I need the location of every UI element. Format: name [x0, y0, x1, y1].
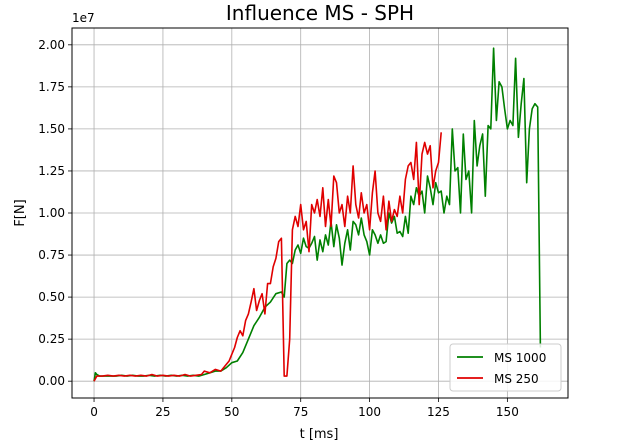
y-axis-offset-label: 1e7 — [72, 11, 95, 25]
y-tick-label: 1.25 — [38, 164, 65, 178]
legend-box — [449, 343, 562, 392]
x-tick-label: 125 — [427, 405, 450, 419]
y-tick-label: 0.00 — [38, 374, 65, 388]
x-tick-label: 100 — [358, 405, 381, 419]
y-tick-label: 1.75 — [38, 80, 65, 94]
y-tick-label: 0.75 — [38, 248, 65, 262]
legend: MS 1000 MS 250 — [449, 343, 562, 392]
x-tick-label: 75 — [293, 405, 308, 419]
x-tick-label: 150 — [496, 405, 519, 419]
y-axis-label: F[N] — [13, 199, 28, 226]
series-layer — [93, 47, 542, 382]
chart-title: Influence MS - SPH — [226, 1, 414, 25]
series-line-ms-1000 — [93, 47, 542, 382]
y-tick-label: 2.00 — [38, 38, 65, 52]
x-tick-label: 0 — [90, 405, 98, 419]
y-tick-label: 1.00 — [38, 206, 65, 220]
x-axis-label: t [ms] — [300, 427, 339, 442]
series-line-ms-250 — [93, 132, 442, 382]
y-tick-label: 0.50 — [38, 290, 65, 304]
x-tick-label: 25 — [155, 405, 170, 419]
grid-lines — [72, 28, 568, 398]
legend-label: MS 1000 — [494, 351, 546, 365]
y-tick-label: 0.25 — [38, 332, 65, 346]
legend-label: MS 250 — [494, 372, 539, 386]
y-tick-label: 1.50 — [38, 122, 65, 136]
tick-layer: 0 25 50 75 100 125 150 0.00 0.25 0.50 0.75 1.00 1.25… — [38, 38, 519, 419]
x-tick-label: 50 — [224, 405, 239, 419]
